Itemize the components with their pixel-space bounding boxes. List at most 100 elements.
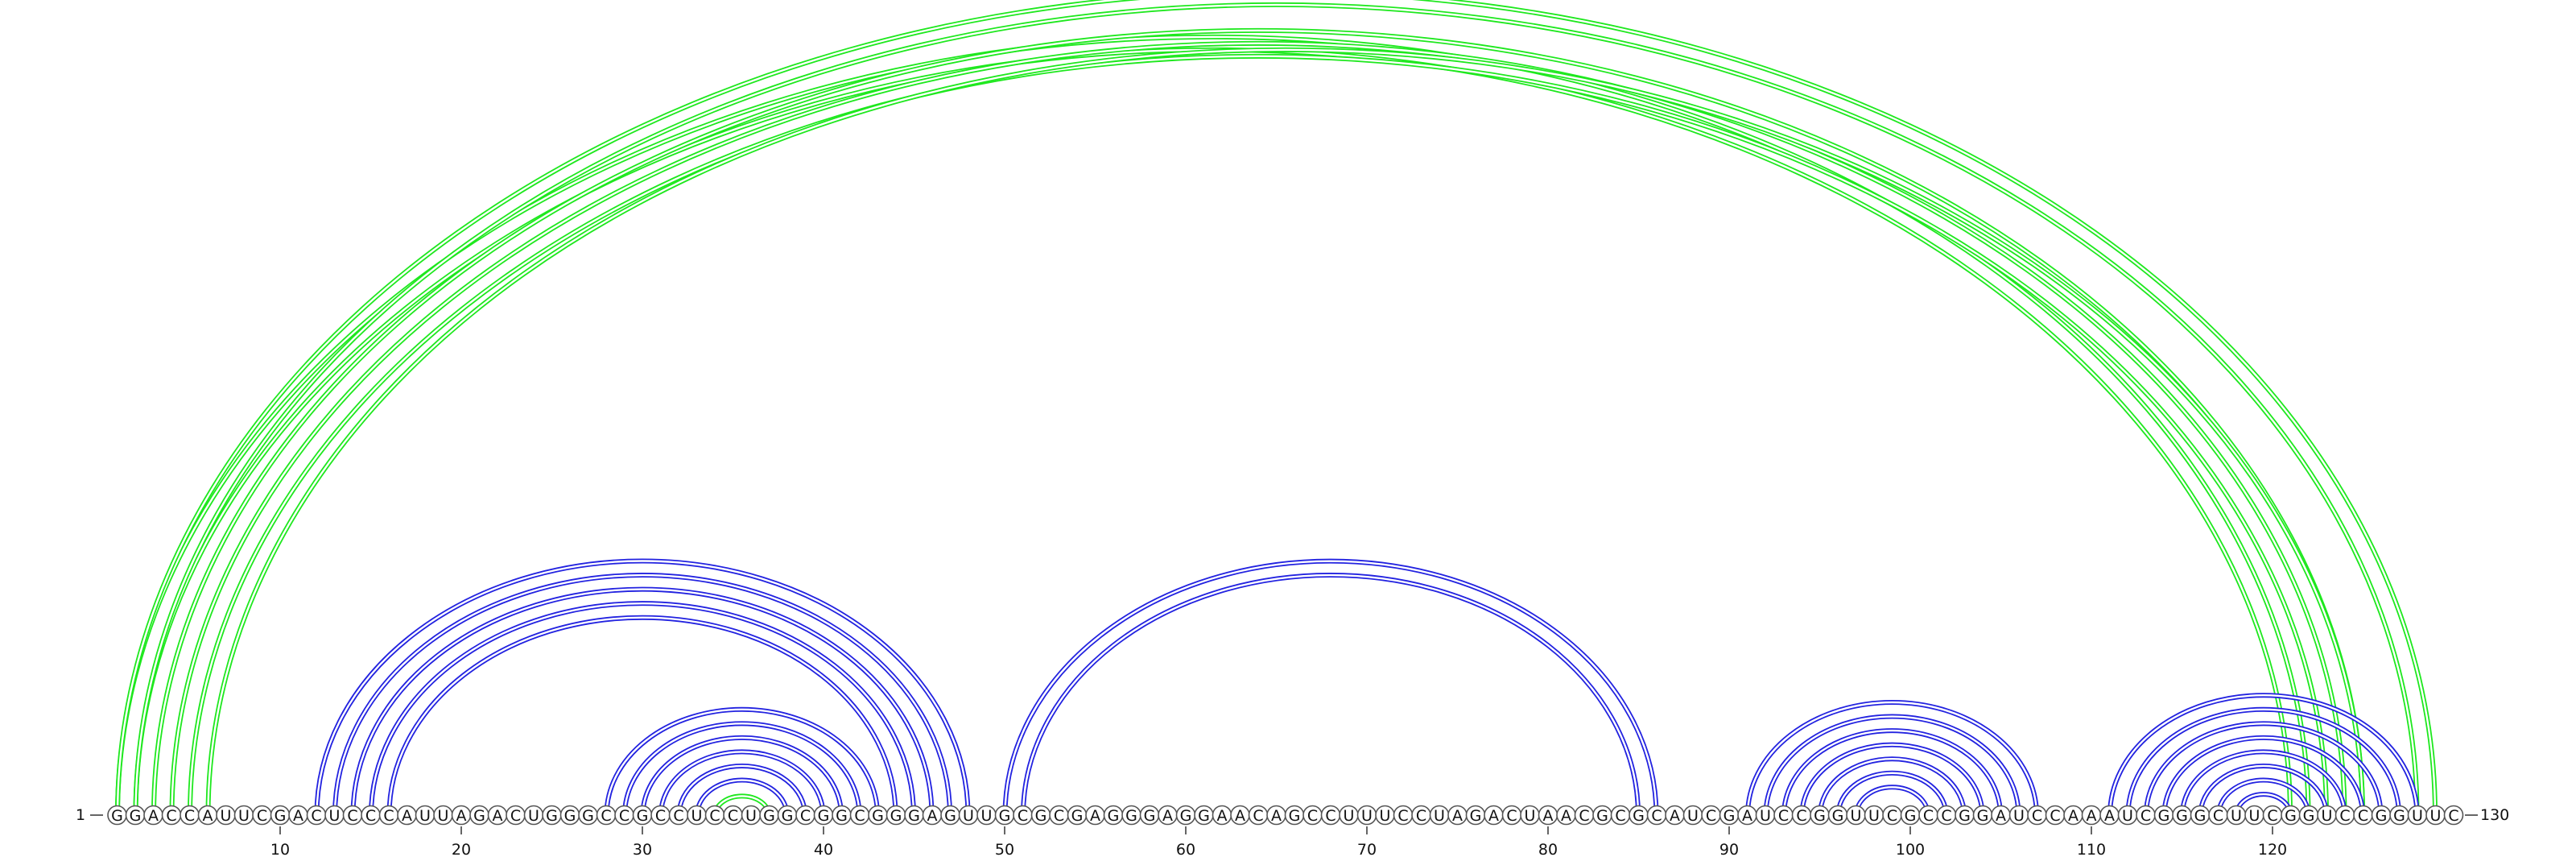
base-node: G	[1030, 805, 1051, 826]
base-letter: C	[2267, 807, 2277, 825]
tick-label: 70	[1357, 841, 1377, 857]
end-position-label: 130	[2480, 806, 2509, 824]
base-pair-arc	[350, 586, 935, 816]
base-pair-arc	[133, 2, 2420, 816]
base-letter: C	[2358, 807, 2368, 825]
base-letter: C	[184, 807, 195, 825]
base-letter: C	[1018, 807, 1028, 825]
base-node: C	[378, 805, 399, 826]
base-node: U	[1339, 805, 1359, 826]
base-letter: A	[1235, 807, 1245, 825]
base-letter: G	[546, 807, 558, 825]
base-pair-arc	[188, 53, 2329, 816]
base-letter: C	[510, 807, 521, 825]
base-node: A	[1538, 805, 1558, 826]
base-letter: C	[1416, 807, 1426, 825]
base-letter: C	[1941, 807, 1951, 825]
base-pair-arc	[2161, 735, 2365, 816]
base-node: C	[1320, 805, 1341, 826]
base-node: C	[306, 805, 327, 826]
base-node: G	[469, 805, 489, 826]
base-letter: A	[1488, 807, 1499, 825]
base-letter: U	[1851, 807, 1862, 825]
start-position-label: 1	[76, 806, 85, 824]
base-node: G	[542, 805, 562, 826]
base-node: G	[107, 805, 127, 826]
base-node: U	[523, 805, 544, 826]
base-node: A	[451, 805, 472, 826]
base-pair-arc	[640, 735, 844, 816]
base-letter: C	[728, 807, 738, 825]
base-node: C	[1393, 805, 1414, 826]
base-node: A	[487, 805, 508, 826]
base-node: C	[1773, 805, 1794, 826]
base-node: C	[1918, 805, 1938, 826]
base-node: G	[940, 805, 960, 826]
base-node: U	[2425, 805, 2446, 826]
base-letter: U	[1380, 807, 1391, 825]
base-node: G	[1592, 805, 1612, 826]
base-node: U	[433, 805, 453, 826]
base-letter: U	[238, 807, 250, 825]
base-letter: U	[1434, 807, 1445, 825]
base-letter: A	[2104, 807, 2115, 825]
base-node: G	[2281, 805, 2301, 826]
base-letter: U	[2412, 807, 2423, 825]
base-letter: C	[1506, 807, 1517, 825]
base-pair-arc	[1835, 770, 1949, 816]
base-node: G	[559, 805, 580, 826]
base-node: C	[1791, 805, 1812, 826]
base-letter: G	[1724, 807, 1736, 825]
base-pair-arc	[133, 47, 2293, 816]
base-letter: G	[2303, 807, 2315, 825]
base-node: C	[161, 805, 182, 826]
base-node: C	[1302, 805, 1323, 826]
base-node: C	[361, 805, 381, 826]
base-node: G	[1194, 805, 1214, 826]
base-node: A	[1158, 805, 1178, 826]
base-node: U	[1356, 805, 1377, 826]
base-pair-arc	[314, 558, 971, 816]
base-node: G	[1955, 805, 1975, 826]
base-pair-arc	[1781, 728, 2003, 816]
base-pair-arc	[2125, 706, 2401, 816]
base-node: G	[578, 805, 598, 826]
base-letter: G	[782, 807, 794, 825]
base-node: C	[2136, 805, 2156, 826]
base-letter: C	[2339, 807, 2350, 825]
base-letter: G	[473, 807, 485, 825]
base-letter: C	[709, 807, 720, 825]
base-letter: G	[564, 807, 576, 825]
base-node: A	[143, 805, 163, 826]
base-letter: G	[890, 807, 902, 825]
base-node: C	[342, 805, 363, 826]
base-node: U	[687, 805, 707, 826]
base-letter: G	[1108, 807, 1120, 825]
base-pair-arc	[115, 34, 2311, 816]
base-node: G	[813, 805, 834, 826]
base-letter: G	[2158, 807, 2170, 825]
base-letter: C	[1923, 807, 1934, 825]
base-letter: G	[1633, 807, 1645, 825]
base-letter: G	[908, 807, 920, 825]
base-node: G	[1175, 805, 1196, 826]
base-letter: G	[1071, 807, 1084, 825]
tick-label: 110	[2077, 841, 2106, 857]
tick-label: 90	[1719, 841, 1739, 857]
base-letter: G	[1035, 807, 1047, 825]
base-node: C	[2443, 805, 2464, 826]
base-node: G	[2190, 805, 2211, 826]
base-letter: G	[1180, 807, 1192, 825]
base-letter: U	[1525, 807, 1536, 825]
base-letter: G	[1470, 807, 1482, 825]
base-letter: C	[311, 807, 321, 825]
base-letter: A	[927, 807, 938, 825]
base-node: C	[1936, 805, 1957, 826]
base-pair-arc	[2107, 693, 2420, 816]
base-node: U	[324, 805, 345, 826]
base-node: G	[1629, 805, 1649, 826]
base-letter: A	[1452, 807, 1463, 825]
base-letter: U	[419, 807, 431, 825]
base-node: G	[125, 805, 146, 826]
